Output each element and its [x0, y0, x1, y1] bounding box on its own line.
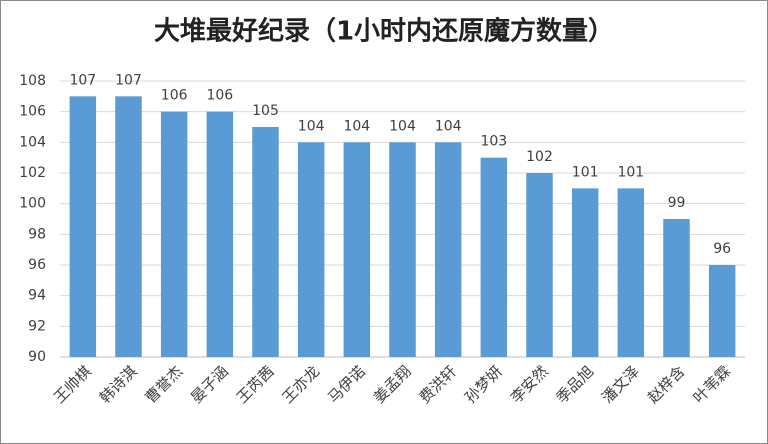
value-label: 101: [617, 164, 644, 180]
value-label: 103: [480, 134, 507, 150]
value-label: 107: [69, 72, 96, 88]
value-label: 104: [298, 118, 325, 134]
bar: [434, 142, 462, 357]
value-label: 96: [713, 241, 731, 257]
bar: [617, 188, 645, 357]
chart-title: 大堆最好纪录（1小时内还原魔方数量）: [154, 16, 614, 47]
y-tick-label: 100: [19, 196, 46, 212]
bar: [526, 173, 553, 357]
value-label: 104: [435, 118, 462, 134]
y-tick-label: 94: [28, 288, 46, 304]
value-label: 104: [389, 118, 416, 134]
y-tick-label: 92: [28, 318, 46, 334]
value-label: 105: [252, 103, 279, 119]
bar: [708, 265, 736, 357]
bar: [389, 142, 416, 357]
bar: [206, 111, 234, 358]
y-tick-label: 102: [19, 165, 46, 181]
y-tick-label: 98: [28, 226, 46, 242]
value-label: 106: [161, 88, 188, 104]
bar: [160, 111, 188, 358]
bar: [297, 142, 325, 357]
value-label: 102: [526, 149, 553, 165]
y-tick-label: 90: [28, 349, 46, 365]
bar: [252, 127, 279, 357]
bar: [480, 157, 508, 357]
value-label: 104: [343, 118, 370, 134]
y-tick-label: 104: [19, 134, 46, 150]
bar: [571, 188, 599, 357]
value-label: 99: [668, 195, 686, 211]
bar: [69, 96, 97, 357]
bar: [343, 142, 371, 357]
value-label: 106: [206, 88, 233, 104]
y-tick-label: 106: [19, 104, 46, 120]
y-tick-label: 108: [19, 73, 46, 89]
value-label: 101: [572, 164, 599, 180]
value-label: 107: [115, 72, 142, 88]
y-tick-label: 96: [28, 257, 46, 273]
bar: [115, 96, 142, 357]
bar: [663, 219, 690, 357]
